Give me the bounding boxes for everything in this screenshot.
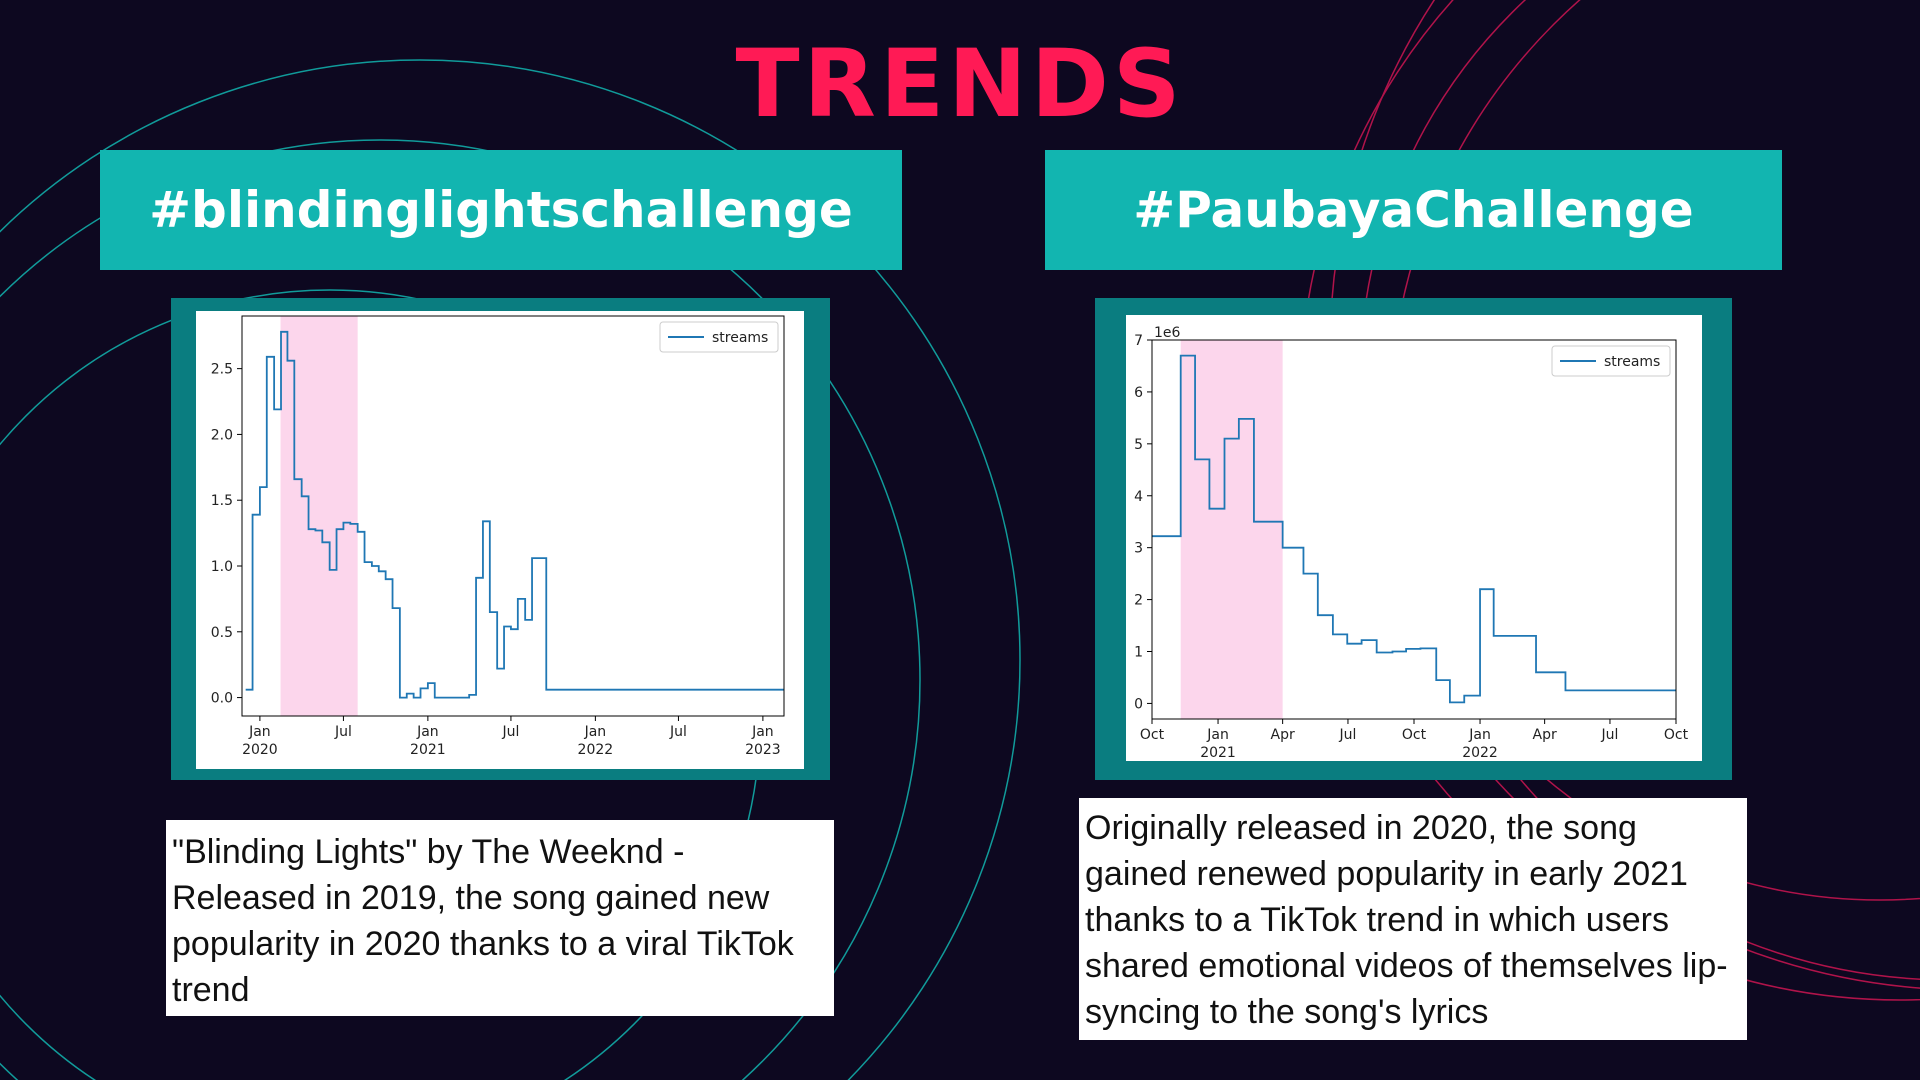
x-tick-label: Jan: [1468, 727, 1491, 743]
chart-frame-left: 0.0 0.5 1.0 1.5 2.0 2.5 Jan 2020 Jul Jan 2021 Jul Ja…: [171, 298, 830, 780]
highlight-band: [281, 316, 358, 716]
x-tick-label: Jan: [248, 724, 271, 740]
y-tick-label: 1.0: [211, 559, 233, 575]
x-tick-label: Jul: [501, 724, 519, 740]
chart-left: 0.0 0.5 1.0 1.5 2.0 2.5 Jan 2020 Jul Jan 2021 Jul Ja…: [196, 311, 804, 769]
y-tick-label: 2: [1134, 593, 1143, 609]
y-tick-label: 1.5: [211, 493, 233, 509]
chart-frame-right: 0 1 2 3 4 5 6 7 1e6 Oct Jan 2021 Apr Jul Oct Jan 2022 Apr…: [1095, 298, 1732, 780]
x-tick-label: Jul: [1601, 727, 1619, 743]
x-tick-year-label: 2023: [745, 742, 781, 758]
hashtag-banner-left: #blindinglightschallenge: [100, 150, 902, 270]
y-tick-label: 0: [1134, 696, 1143, 712]
y-tick-label: 2.5: [211, 362, 233, 378]
x-tick-label: Jan: [584, 724, 607, 740]
chart-right-svg: 0 1 2 3 4 5 6 7 1e6 Oct Jan 2021 Apr Jul Oct Jan 2022 Apr…: [1126, 315, 1702, 761]
x-tick-label: Jan: [751, 724, 774, 740]
x-tick-label: Jul: [1339, 727, 1357, 743]
x-tick-label: Jan: [416, 724, 439, 740]
y-tick-label: 7: [1134, 333, 1143, 349]
description-left: "Blinding Lights" by The Weeknd - Releas…: [166, 820, 834, 1016]
y-tick-label: 0.5: [211, 625, 233, 641]
x-tick-year-label: 2022: [1462, 745, 1498, 761]
y-tick-label: 3: [1134, 541, 1143, 557]
y-tick-label: 4: [1134, 489, 1143, 505]
y-tick-label: 0.0: [211, 691, 233, 707]
x-tick-label: Oct: [1140, 727, 1165, 743]
chart-right: 0 1 2 3 4 5 6 7 1e6 Oct Jan 2021 Apr Jul Oct Jan 2022 Apr…: [1126, 315, 1702, 761]
x-tick-label: Jul: [669, 724, 687, 740]
y-tick-label: 6: [1134, 385, 1143, 401]
chart-left-svg: 0.0 0.5 1.0 1.5 2.0 2.5 Jan 2020 Jul Jan 2021 Jul Ja…: [196, 311, 804, 769]
y-offset-label: 1e6: [1154, 325, 1181, 341]
page-title: TRENDS: [0, 30, 1920, 140]
y-tick-label: 1: [1134, 645, 1143, 661]
x-tick-label: Jul: [334, 724, 352, 740]
x-tick-label: Apr: [1533, 727, 1557, 743]
y-tick-label: 2.0: [211, 427, 233, 443]
x-tick-label: Jan: [1206, 727, 1229, 743]
x-tick-year-label: 2020: [242, 742, 278, 758]
x-tick-label: Oct: [1402, 727, 1427, 743]
x-tick-year-label: 2021: [410, 742, 446, 758]
description-right: Originally released in 2020, the song ga…: [1079, 798, 1747, 1040]
x-tick-label: Oct: [1664, 727, 1689, 743]
highlight-band: [1181, 340, 1283, 719]
legend-label-streams: streams: [1604, 354, 1660, 370]
x-tick-year-label: 2022: [578, 742, 614, 758]
x-tick-label: Apr: [1271, 727, 1295, 743]
x-tick-year-label: 2021: [1200, 745, 1236, 761]
hashtag-banner-right: #PaubayaChallenge: [1045, 150, 1782, 270]
legend-label-streams: streams: [712, 330, 768, 346]
y-tick-label: 5: [1134, 437, 1143, 453]
